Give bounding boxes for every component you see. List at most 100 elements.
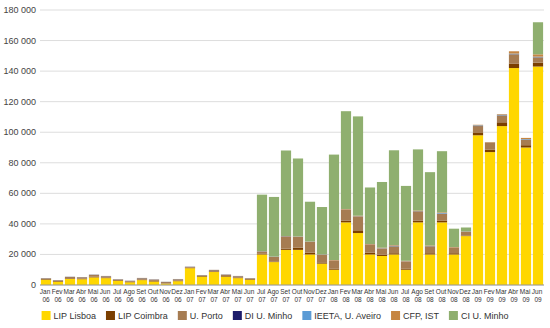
bar-segment	[413, 221, 423, 223]
bar-segment	[461, 232, 471, 236]
bar-segment	[65, 276, 75, 277]
y-tick-label: 180 000	[3, 5, 36, 15]
bar-segment	[53, 280, 63, 281]
y-tick-label: 100 000	[3, 127, 36, 137]
bar-segment	[389, 254, 399, 285]
legend: LIP LisboaLIP CoimbraU. PortoDI U. Minho…	[42, 311, 509, 321]
x-tick-label: Jan 09	[472, 288, 484, 303]
legend-item: DI U. Minho	[233, 311, 293, 321]
legend-swatch	[302, 311, 311, 320]
bar-segment	[329, 260, 339, 261]
grid-line	[40, 10, 544, 11]
bar-segment	[281, 250, 291, 285]
bar-segment	[41, 279, 51, 281]
bar-segment	[365, 187, 375, 244]
legend-item: CFP, IST	[391, 311, 439, 321]
bar-segment	[53, 281, 63, 283]
bar-segment	[209, 272, 219, 285]
legend-swatch	[178, 311, 187, 320]
grid-line	[40, 40, 544, 41]
x-tick-label: Ago 07	[267, 288, 280, 303]
bar-segment	[77, 277, 87, 278]
bar-segment	[449, 247, 459, 248]
bar-segment	[521, 138, 531, 139]
bar-segment	[497, 114, 507, 115]
bar-segment	[173, 279, 183, 280]
bar-segment	[521, 137, 531, 138]
bar-segment	[401, 261, 411, 262]
x-tick-label: Mar 07	[208, 288, 221, 303]
bar-segment	[125, 280, 135, 281]
bar-segment	[209, 269, 219, 270]
legend-label: DI U. Minho	[245, 311, 293, 321]
x-tick-label: Set 08	[424, 288, 436, 303]
bar-segment	[65, 278, 75, 280]
bar-segment	[209, 270, 219, 271]
grid-line	[40, 193, 544, 194]
bar-segment	[461, 227, 471, 231]
bar-segment	[245, 278, 255, 279]
bar-segment	[113, 281, 123, 285]
bar-segment	[89, 277, 99, 285]
bar-segment	[473, 126, 483, 133]
x-tick-label: Dez 08	[459, 288, 472, 303]
x-tick-label: Jan 07	[184, 288, 196, 303]
bar-segment	[401, 262, 411, 269]
bar-segment	[329, 260, 339, 261]
series	[257, 22, 543, 261]
bar-segment	[257, 254, 267, 285]
bar-segment	[161, 282, 171, 283]
legend-swatch	[233, 311, 242, 320]
bar-segment	[113, 279, 123, 280]
bar-segment	[293, 158, 303, 236]
bar-segment	[449, 247, 459, 248]
bar-segment	[149, 280, 159, 282]
bar-segment	[533, 57, 543, 58]
bar-segment	[173, 278, 183, 279]
grid-line	[40, 101, 544, 102]
bar-segment	[221, 275, 231, 277]
bar-segment	[161, 283, 171, 284]
bar-segment	[425, 246, 435, 247]
series	[41, 54, 543, 283]
series	[41, 54, 543, 282]
bar-segment	[233, 275, 243, 276]
bar-segment	[149, 279, 159, 280]
bar-segment	[209, 270, 219, 271]
x-axis: Jan 06Fev 06Mar 06Abr 06Mai 06Jun 06Jul …	[40, 288, 544, 303]
series	[41, 54, 543, 282]
bar-segment	[377, 249, 387, 255]
legend-label: U. Porto	[190, 311, 223, 321]
x-tick-label: Out 07	[292, 288, 304, 303]
grid-line	[40, 223, 544, 224]
x-tick-label: Jul 06	[113, 288, 123, 303]
x-tick-label: Mar 09	[496, 288, 509, 303]
bar-segment	[221, 274, 231, 275]
grid-line	[40, 162, 544, 163]
legend-swatch	[391, 311, 400, 320]
bar-segment	[41, 278, 51, 279]
bar-segment	[221, 274, 231, 275]
bar-segment	[197, 275, 207, 276]
legend-item: CI U. Minho	[449, 311, 509, 321]
bar-segment	[185, 266, 195, 268]
legend-label: CFP, IST	[403, 311, 439, 321]
bar-segment	[257, 252, 267, 254]
bar-segment	[317, 207, 327, 254]
bar-segment	[125, 281, 135, 283]
bar-segment	[341, 111, 351, 209]
bar-segment	[485, 152, 495, 285]
y-axis: 020 00040 00060 00080 000100 000120 0001…	[3, 5, 36, 290]
bar-segment	[89, 274, 99, 275]
grid-line	[40, 71, 544, 72]
bar-segment	[449, 254, 459, 285]
bar-segment	[485, 142, 495, 143]
grid-line	[40, 132, 544, 133]
bar-segment	[89, 274, 99, 275]
x-tick-label: Jan 06	[40, 288, 52, 303]
bar-segment	[137, 277, 147, 278]
grid-line	[40, 285, 544, 286]
bar-segment	[305, 254, 315, 285]
bar-segment	[533, 63, 543, 67]
x-axis-line	[40, 285, 544, 286]
